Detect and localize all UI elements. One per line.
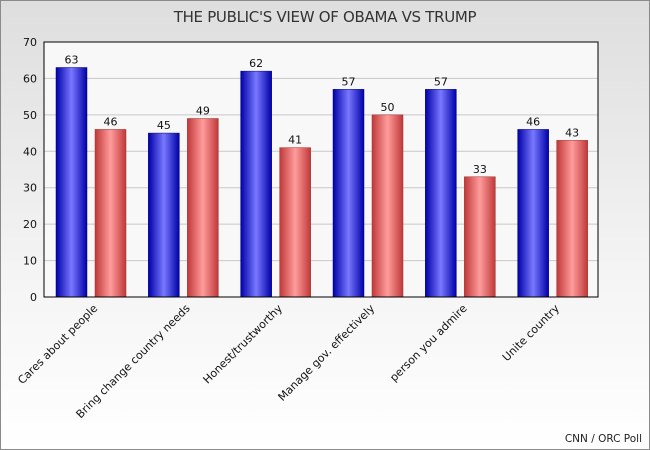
y-tick-label: 70 <box>23 36 37 49</box>
bar-series-1 <box>240 70 272 298</box>
data-label: 41 <box>288 134 302 147</box>
x-tick-label: Unite country <box>500 302 562 364</box>
plot-border <box>43 41 599 298</box>
bar-series-2 <box>187 118 219 298</box>
data-label: 57 <box>434 75 448 88</box>
x-tick-label: Honest/trustworthy <box>201 302 286 387</box>
source-note: CNN / ORC Poll <box>564 433 642 445</box>
bar-series-1 <box>332 89 365 298</box>
x-tick-label: Manage gov. effectively <box>276 302 378 404</box>
data-label: 57 <box>342 75 356 88</box>
bar-series-2 <box>464 176 496 298</box>
y-tick-label: 30 <box>23 182 37 195</box>
bar-series-1 <box>425 89 457 298</box>
bar-series-2 <box>94 129 127 298</box>
data-label: 46 <box>526 115 540 128</box>
bar-series-1 <box>55 67 88 298</box>
data-label: 46 <box>104 115 118 128</box>
y-tick-label: 50 <box>23 109 37 122</box>
bar-series-1 <box>148 132 180 298</box>
y-tick-label: 10 <box>23 255 37 268</box>
data-label: 49 <box>196 105 210 118</box>
data-label: 62 <box>249 57 263 70</box>
chart-title: THE PUBLIC'S VIEW OF OBAMA VS TRUMP <box>173 8 477 26</box>
bar-series-2 <box>371 114 404 298</box>
bar-series-2 <box>556 140 588 298</box>
data-label: 63 <box>65 54 79 67</box>
bar-series-2 <box>279 147 311 298</box>
data-label: 43 <box>565 126 579 139</box>
y-tick-label: 40 <box>23 145 37 158</box>
data-label: 33 <box>473 163 487 176</box>
bar-series-1 <box>517 129 549 298</box>
y-tick-label: 60 <box>23 72 37 85</box>
data-label: 45 <box>157 119 171 132</box>
y-tick-label: 20 <box>23 218 37 231</box>
x-tick-label: Cares about people <box>15 302 100 387</box>
plot-area <box>44 42 598 297</box>
x-tick-label: person you admire <box>387 302 470 385</box>
data-label: 50 <box>381 101 395 114</box>
y-tick-label: 0 <box>30 291 37 304</box>
